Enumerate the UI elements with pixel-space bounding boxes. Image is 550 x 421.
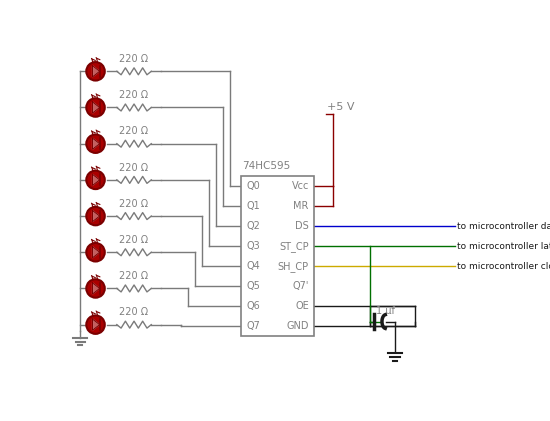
Text: 1 μf: 1 μf [376, 306, 395, 316]
Text: SH_CP: SH_CP [278, 261, 309, 272]
Text: MR: MR [294, 201, 309, 211]
Text: DS: DS [295, 221, 309, 231]
Polygon shape [92, 138, 100, 149]
Text: Vcc: Vcc [292, 181, 309, 191]
Text: 220 Ω: 220 Ω [119, 163, 148, 173]
Bar [241, 176, 314, 336]
Polygon shape [92, 210, 100, 221]
Circle shape [86, 62, 104, 80]
Text: ST_CP: ST_CP [279, 241, 309, 252]
Text: Q6: Q6 [246, 301, 260, 311]
Text: Q7: Q7 [246, 321, 260, 331]
Polygon shape [92, 319, 100, 330]
Text: 74HC595: 74HC595 [243, 161, 291, 171]
Circle shape [86, 171, 104, 189]
Text: 220 Ω: 220 Ω [119, 90, 148, 100]
Text: 220 Ω: 220 Ω [119, 54, 148, 64]
Polygon shape [92, 66, 100, 77]
Text: 220 Ω: 220 Ω [119, 235, 148, 245]
Text: Q1: Q1 [246, 201, 260, 211]
Text: 220 Ω: 220 Ω [119, 307, 148, 317]
Text: Q2: Q2 [246, 221, 260, 231]
Circle shape [86, 207, 104, 225]
Polygon shape [92, 283, 100, 294]
Text: 220 Ω: 220 Ω [119, 199, 148, 209]
Circle shape [86, 279, 104, 298]
Text: OE: OE [295, 301, 309, 311]
Circle shape [86, 134, 104, 153]
Text: 220 Ω: 220 Ω [119, 126, 148, 136]
Text: GND: GND [287, 321, 309, 331]
Text: to microcontroller latchPin: to microcontroller latchPin [458, 242, 550, 250]
Polygon shape [92, 174, 100, 185]
Circle shape [86, 315, 104, 334]
Text: +5 V: +5 V [327, 102, 355, 112]
Text: to microcontroller dataPin: to microcontroller dataPin [458, 221, 550, 231]
Text: Q4: Q4 [246, 261, 260, 271]
Polygon shape [92, 102, 100, 113]
Polygon shape [92, 247, 100, 258]
Circle shape [86, 98, 104, 117]
Text: Q7': Q7' [293, 281, 309, 291]
Text: Q5: Q5 [246, 281, 260, 291]
Text: 220 Ω: 220 Ω [119, 271, 148, 281]
Text: Q0: Q0 [246, 181, 260, 191]
Text: Q3: Q3 [246, 241, 260, 251]
Text: to microcontroller clockPin: to microcontroller clockPin [458, 261, 550, 271]
Circle shape [86, 243, 104, 261]
